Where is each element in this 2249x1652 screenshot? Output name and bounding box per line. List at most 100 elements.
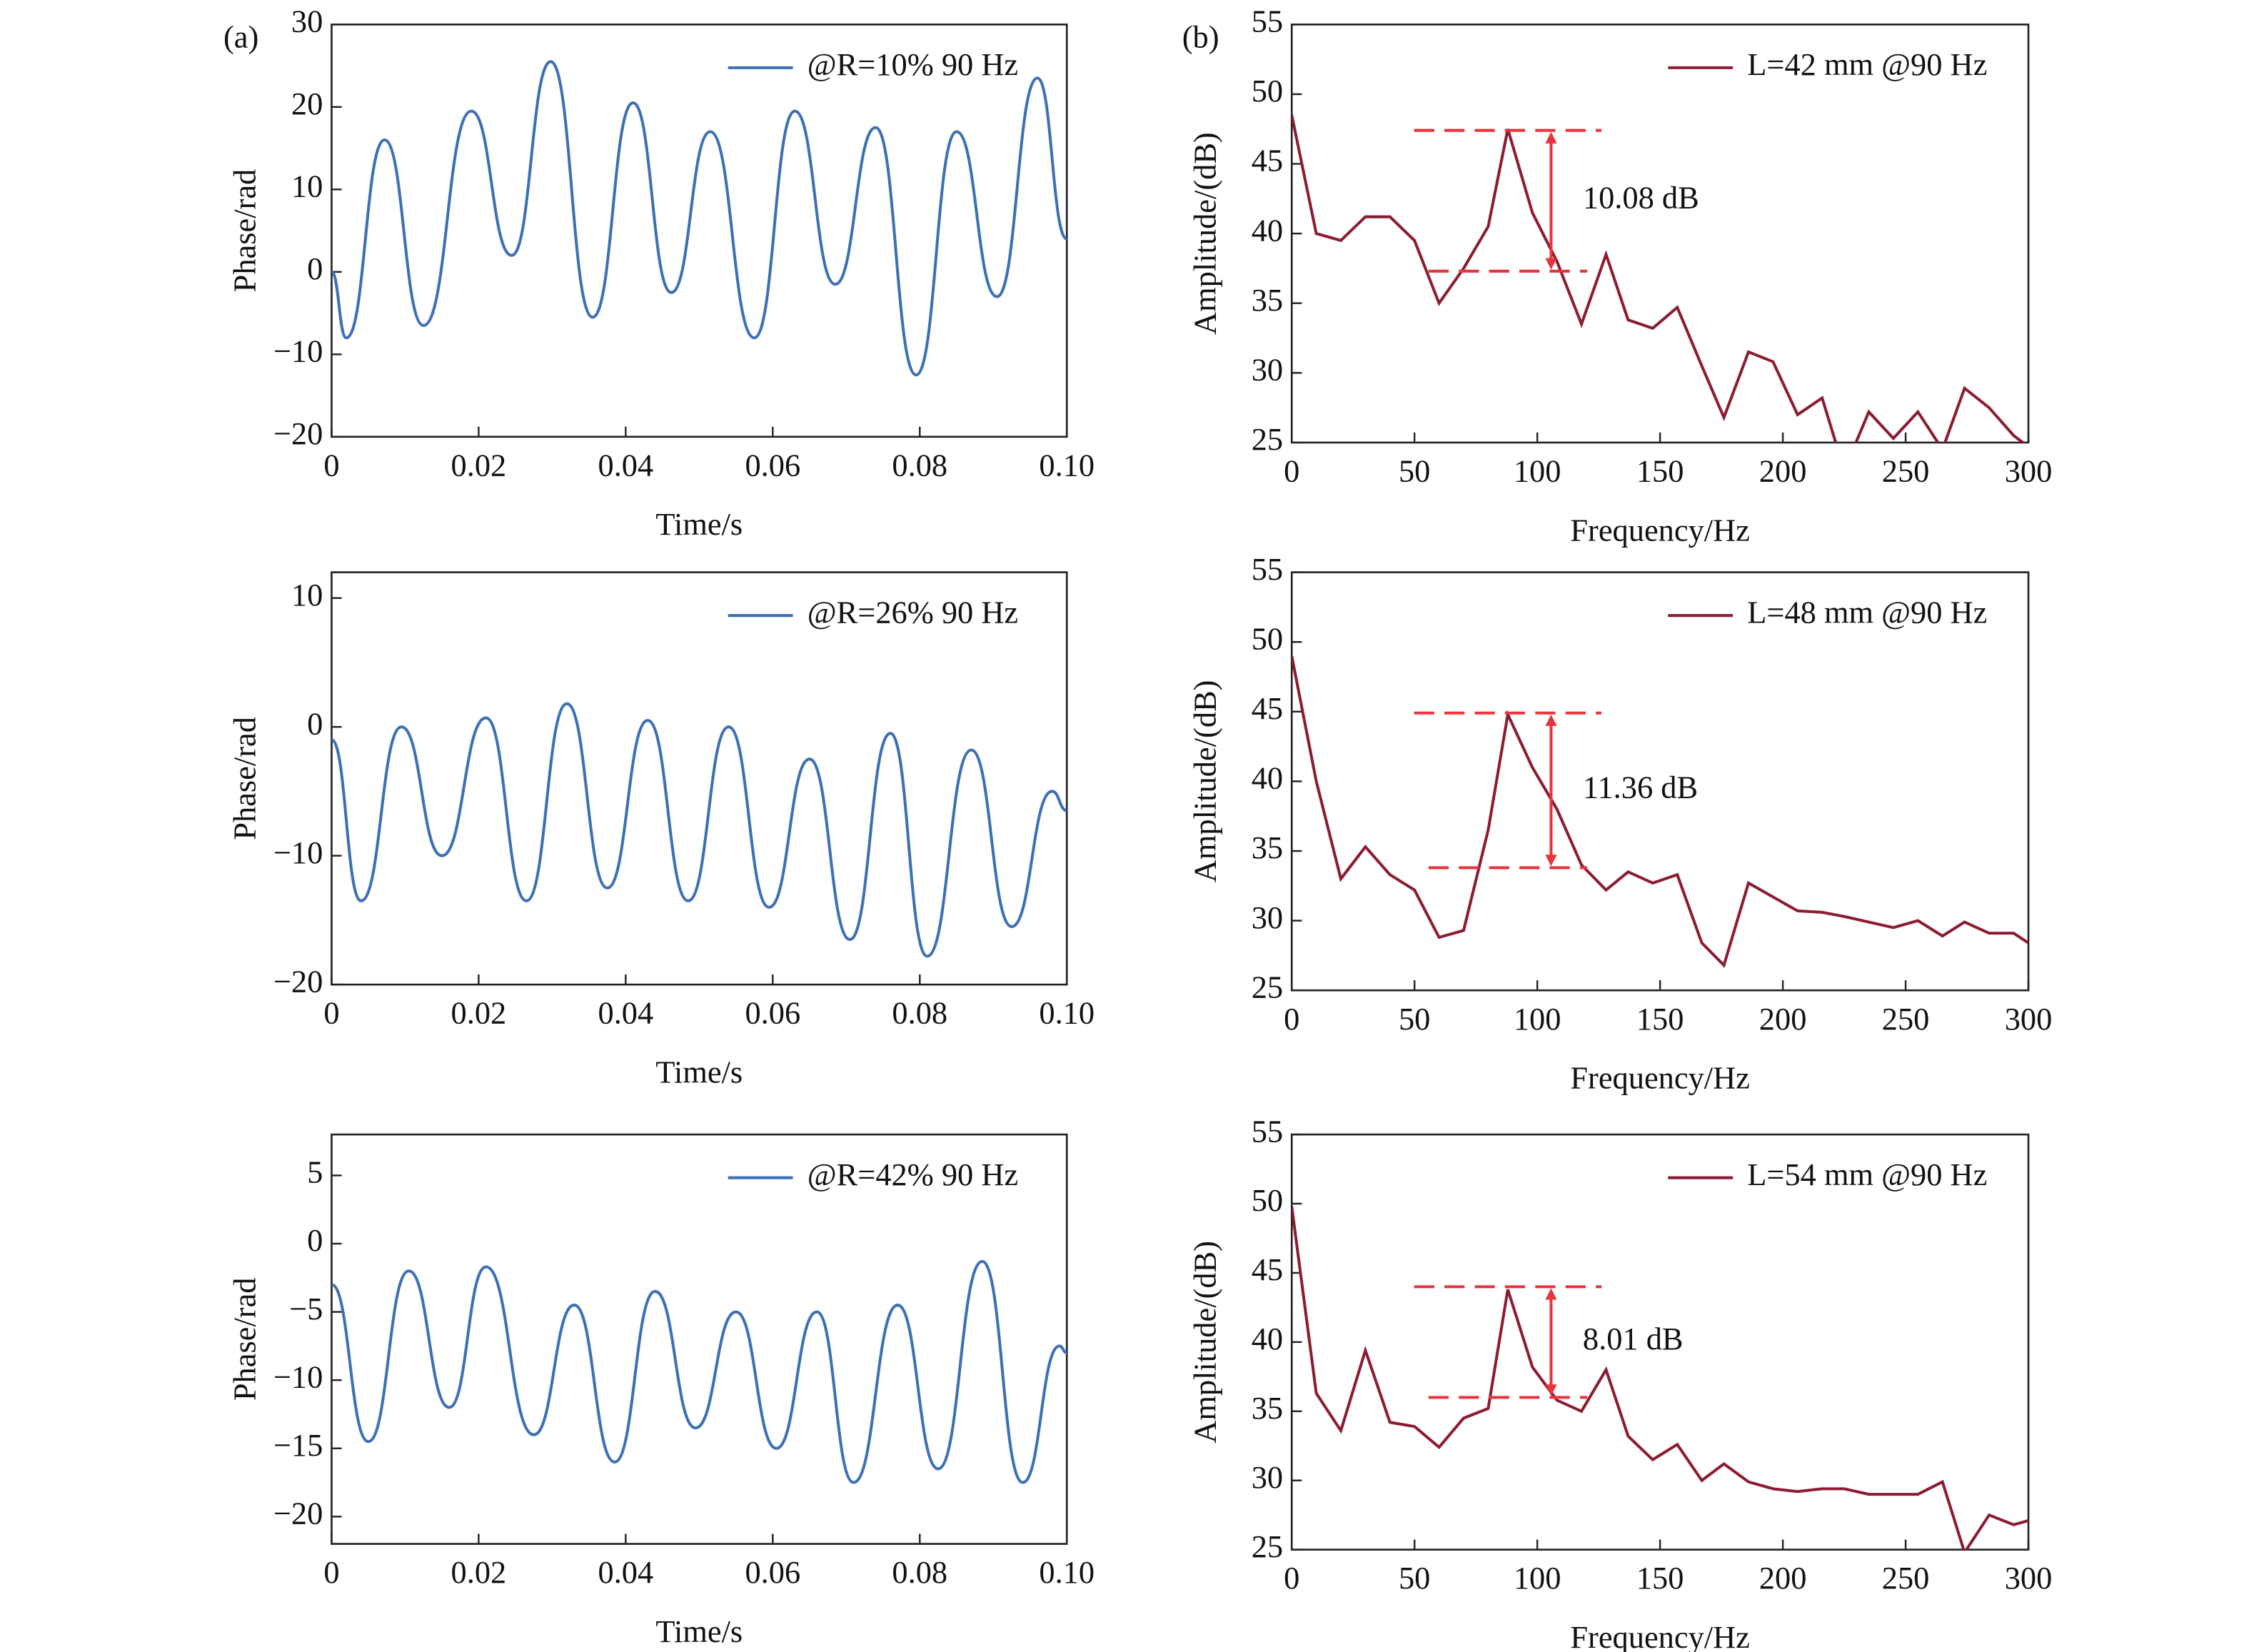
x-axis-label: Time/s xyxy=(655,1613,743,1649)
data-line xyxy=(1292,1206,2029,1550)
x-tick-label: 0.04 xyxy=(598,1554,653,1590)
data-line xyxy=(331,60,1067,377)
x-tick-label: 200 xyxy=(1759,453,1807,489)
y-tick-label: 45 xyxy=(1252,143,1283,178)
y-tick-label: 10 xyxy=(291,577,323,613)
x-tick-label: 0.04 xyxy=(598,447,653,483)
x-tick-label: 250 xyxy=(1882,453,1930,489)
x-tick-label: 0.08 xyxy=(892,1554,947,1590)
y-tick-label: 40 xyxy=(1252,1321,1283,1356)
y-tick-label: 20 xyxy=(291,86,323,121)
x-tick-label: 0 xyxy=(1284,1560,1299,1596)
x-tick-label: 0.10 xyxy=(1039,1554,1095,1590)
x-tick-label: 100 xyxy=(1514,1001,1561,1037)
annotation-label: 8.01 dB xyxy=(1583,1321,1684,1356)
y-tick-label: −15 xyxy=(273,1427,323,1463)
y-tick-label: 55 xyxy=(1252,4,1283,39)
legend-label: L=48 mm @90 Hz xyxy=(1747,594,1987,630)
x-tick-label: 0.02 xyxy=(451,1554,507,1590)
panel: 0 50 100 150 200 250 300 25 30 35 40 45 50 55 Frequenc… xyxy=(1187,551,2052,1096)
x-tick-label: 0.02 xyxy=(451,995,507,1031)
y-axis-label: Phase/rad xyxy=(227,717,263,840)
y-tick-label: 50 xyxy=(1252,1182,1283,1218)
y-tick-label: 10 xyxy=(291,168,323,204)
x-tick-label: 300 xyxy=(2005,1001,2053,1037)
plot-frame xyxy=(1290,571,2030,992)
y-axis-label: Amplitude/(dB) xyxy=(1187,132,1222,335)
x-tick-label: 50 xyxy=(1399,1001,1430,1037)
x-axis-label: Frequency/Hz xyxy=(1570,1619,1750,1652)
y-tick-label: 45 xyxy=(1252,1251,1283,1287)
x-axis-label: Time/s xyxy=(655,506,743,542)
x-tick-label: 0.08 xyxy=(892,447,947,483)
x-tick-label: 0 xyxy=(323,447,339,483)
x-axis-label: Frequency/Hz xyxy=(1570,1060,1750,1096)
x-tick-label: 50 xyxy=(1399,1560,1430,1596)
y-tick-label: 30 xyxy=(1252,1459,1283,1495)
y-tick-label: −10 xyxy=(273,333,323,369)
plot-frame xyxy=(1290,24,2030,444)
panel: 0 0.02 0.04 0.06 0.08 0.10 −20 −10 0 10 Time/s Phas… xyxy=(227,571,1095,1090)
x-tick-label: 150 xyxy=(1636,453,1684,489)
y-tick-label: 55 xyxy=(1252,551,1283,587)
legend-label: @R=26% 90 Hz xyxy=(807,594,1018,630)
x-axis-label: Time/s xyxy=(655,1054,743,1090)
y-tick-label: 30 xyxy=(1252,900,1283,935)
y-tick-label: 25 xyxy=(1252,1528,1283,1564)
arrow-head xyxy=(1545,1288,1557,1396)
annotation-label: 11.36 dB xyxy=(1583,769,1698,805)
x-tick-label: 0.04 xyxy=(598,995,653,1031)
x-tick-label: 200 xyxy=(1759,1560,1807,1596)
x-tick-label: 0.10 xyxy=(1039,995,1095,1031)
plot-frame xyxy=(331,24,1068,438)
y-axis-label: Phase/rad xyxy=(227,1278,263,1401)
x-tick-label: 0.02 xyxy=(451,447,507,483)
x-tick-label: 150 xyxy=(1636,1001,1684,1037)
x-tick-label: 300 xyxy=(2005,453,2053,489)
plot-frame xyxy=(331,571,1068,986)
y-tick-label: −20 xyxy=(273,963,323,999)
y-tick-label: 5 xyxy=(307,1154,323,1190)
x-tick-label: 0.08 xyxy=(892,995,947,1031)
data-line xyxy=(1292,655,2029,968)
legend-label: L=42 mm @90 Hz xyxy=(1747,46,1987,82)
legend-label: @R=10% 90 Hz xyxy=(807,46,1018,82)
y-tick-label: 30 xyxy=(1252,351,1283,387)
y-tick-label: 40 xyxy=(1252,760,1283,796)
y-tick-label: 35 xyxy=(1252,1390,1283,1426)
legend-label: @R=42% 90 Hz xyxy=(807,1157,1018,1192)
x-tick-label: 100 xyxy=(1514,453,1561,489)
x-tick-label: 250 xyxy=(1882,1560,1930,1596)
x-tick-label: 0 xyxy=(323,1554,339,1590)
plot-frame xyxy=(331,1133,1068,1545)
y-tick-label: 55 xyxy=(1252,1113,1283,1149)
y-tick-label: 40 xyxy=(1252,212,1283,248)
annotation-label: 10.08 dB xyxy=(1583,179,1699,215)
y-tick-label: 0 xyxy=(307,1222,323,1258)
data-line xyxy=(331,702,1067,958)
panel: 0 50 100 150 200 250 300 25 30 35 40 45 50 55 Frequenc… xyxy=(1187,4,2052,548)
x-tick-label: 0 xyxy=(1284,453,1299,489)
data-line xyxy=(1292,114,2026,443)
panel: 0 50 100 150 200 250 300 25 30 35 40 45 50 55 Frequenc… xyxy=(1187,1113,2052,1652)
x-tick-label: 250 xyxy=(1882,1001,1930,1037)
y-tick-label: 0 xyxy=(307,251,323,286)
panel: 0 0.02 0.04 0.06 0.08 0.10 −20 −10 0 10 20 30 Time/s… xyxy=(227,4,1095,543)
x-tick-label: 150 xyxy=(1636,1560,1684,1596)
x-tick-label: 0.06 xyxy=(745,447,800,483)
y-tick-label: 45 xyxy=(1252,690,1283,726)
y-axis-label: Phase/rad xyxy=(227,169,263,293)
y-tick-label: 25 xyxy=(1252,421,1283,457)
x-tick-label: 0.06 xyxy=(745,1554,800,1590)
y-tick-label: −10 xyxy=(273,1359,323,1394)
x-tick-label: 0.06 xyxy=(745,995,800,1031)
y-tick-label: 0 xyxy=(307,705,323,741)
y-tick-label: −20 xyxy=(273,1496,323,1531)
x-tick-label: 0.10 xyxy=(1039,447,1095,483)
y-tick-label: 35 xyxy=(1252,282,1283,318)
x-tick-label: 0 xyxy=(1284,1001,1299,1037)
y-tick-label: 35 xyxy=(1252,830,1283,865)
x-tick-label: 100 xyxy=(1514,1560,1561,1596)
y-axis-label: Amplitude/(dB) xyxy=(1187,680,1222,883)
